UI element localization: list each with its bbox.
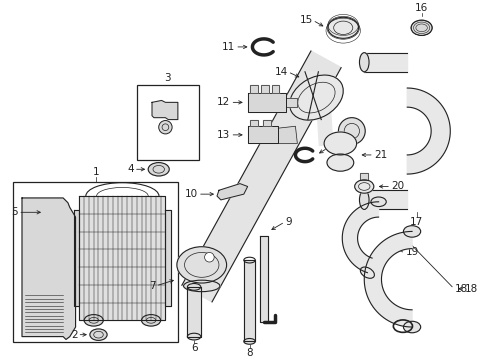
Ellipse shape bbox=[403, 226, 420, 237]
Polygon shape bbox=[278, 126, 297, 144]
Bar bbox=[263, 120, 270, 126]
Polygon shape bbox=[260, 236, 268, 322]
Polygon shape bbox=[182, 51, 341, 302]
Polygon shape bbox=[247, 93, 286, 112]
Text: 14: 14 bbox=[274, 67, 288, 77]
Text: 11: 11 bbox=[222, 42, 235, 52]
Bar bbox=[250, 85, 258, 93]
Ellipse shape bbox=[184, 280, 220, 292]
Bar bbox=[261, 85, 269, 93]
Ellipse shape bbox=[142, 315, 161, 326]
Polygon shape bbox=[364, 231, 412, 327]
Circle shape bbox=[205, 252, 214, 262]
Polygon shape bbox=[152, 100, 178, 120]
Ellipse shape bbox=[244, 338, 255, 344]
Polygon shape bbox=[305, 72, 321, 120]
Polygon shape bbox=[407, 88, 450, 174]
Polygon shape bbox=[79, 196, 166, 320]
Text: 21: 21 bbox=[374, 150, 387, 160]
Ellipse shape bbox=[290, 75, 343, 120]
Ellipse shape bbox=[355, 180, 374, 193]
Circle shape bbox=[339, 118, 365, 144]
Ellipse shape bbox=[360, 190, 369, 210]
Polygon shape bbox=[166, 210, 171, 306]
Text: 18: 18 bbox=[465, 284, 478, 294]
Polygon shape bbox=[247, 126, 278, 144]
Ellipse shape bbox=[148, 163, 169, 176]
Text: 5: 5 bbox=[12, 207, 18, 217]
Ellipse shape bbox=[403, 321, 420, 333]
Ellipse shape bbox=[324, 132, 357, 155]
Ellipse shape bbox=[187, 333, 201, 340]
Text: 13: 13 bbox=[217, 130, 230, 140]
Circle shape bbox=[159, 121, 172, 134]
Text: 3: 3 bbox=[164, 73, 171, 83]
Polygon shape bbox=[361, 173, 368, 180]
Text: 4: 4 bbox=[127, 164, 134, 174]
Text: 8: 8 bbox=[246, 348, 253, 358]
Polygon shape bbox=[244, 260, 255, 341]
Polygon shape bbox=[364, 53, 407, 72]
Polygon shape bbox=[343, 202, 379, 273]
Text: 19: 19 bbox=[405, 247, 418, 257]
Polygon shape bbox=[217, 184, 247, 200]
Bar bbox=[250, 120, 258, 126]
Text: 15: 15 bbox=[299, 15, 313, 25]
Text: 2: 2 bbox=[71, 330, 77, 340]
Bar bbox=[250, 120, 258, 126]
Text: 10: 10 bbox=[185, 189, 198, 199]
Ellipse shape bbox=[90, 329, 107, 341]
Polygon shape bbox=[364, 190, 407, 210]
Polygon shape bbox=[74, 210, 79, 306]
Bar bbox=[263, 120, 270, 126]
Bar bbox=[261, 85, 269, 93]
Text: 7: 7 bbox=[149, 281, 156, 291]
Text: 12: 12 bbox=[217, 97, 230, 107]
Ellipse shape bbox=[327, 154, 354, 171]
Ellipse shape bbox=[360, 53, 369, 72]
Ellipse shape bbox=[328, 17, 359, 38]
Ellipse shape bbox=[360, 267, 374, 278]
Ellipse shape bbox=[371, 197, 386, 207]
Bar bbox=[13, 182, 178, 342]
Text: 18: 18 bbox=[455, 284, 468, 294]
Text: 6: 6 bbox=[191, 343, 197, 353]
Text: 9: 9 bbox=[285, 217, 292, 227]
Text: 1: 1 bbox=[92, 167, 99, 177]
Polygon shape bbox=[317, 98, 333, 145]
Bar bbox=[137, 85, 199, 160]
Bar bbox=[271, 85, 279, 93]
Text: 16: 16 bbox=[415, 3, 428, 13]
Bar bbox=[250, 85, 258, 93]
Polygon shape bbox=[286, 98, 297, 107]
Ellipse shape bbox=[177, 247, 226, 283]
Polygon shape bbox=[22, 198, 75, 339]
Ellipse shape bbox=[84, 315, 103, 326]
Text: 17: 17 bbox=[410, 217, 423, 227]
Polygon shape bbox=[187, 287, 201, 337]
Text: 20: 20 bbox=[391, 181, 404, 192]
Text: 11: 11 bbox=[332, 140, 345, 150]
Ellipse shape bbox=[411, 20, 432, 35]
Bar bbox=[271, 85, 279, 93]
